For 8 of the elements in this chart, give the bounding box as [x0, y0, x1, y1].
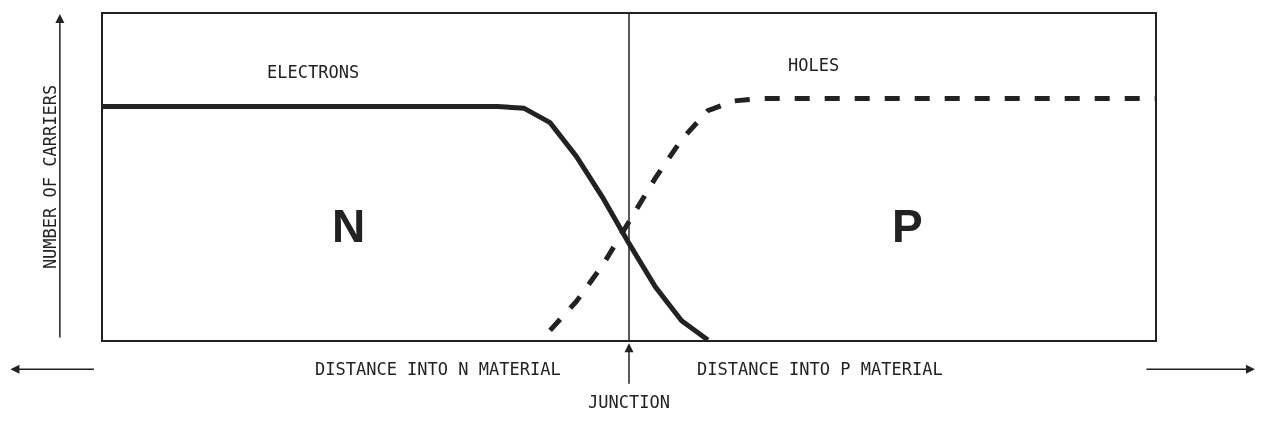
annotation: N	[332, 200, 366, 252]
text: DISTANCE INTO P MATERIAL	[697, 359, 943, 379]
y-axis-title: NUMBER OF CARRIERS	[40, 84, 61, 270]
annotation: P	[892, 200, 923, 252]
series-label: ELECTRONS	[267, 62, 360, 82]
text: JUNCTION	[588, 392, 670, 412]
series-label: HOLES	[788, 55, 840, 75]
text: DISTANCE INTO N MATERIAL	[315, 359, 561, 379]
